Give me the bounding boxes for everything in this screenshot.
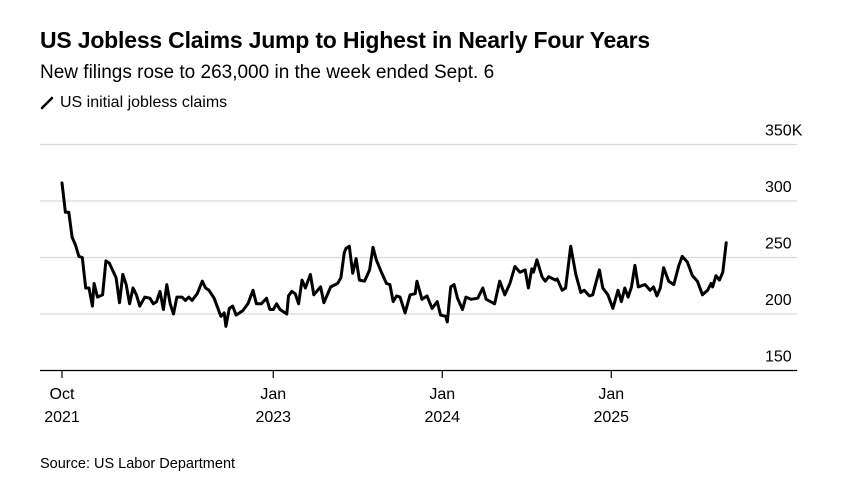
series-line-us-initial-jobless-claims xyxy=(60,181,728,328)
x-tick-label: 2025 xyxy=(593,409,629,426)
y-tick-label: 300 xyxy=(765,179,792,196)
y-tick-label: 250 xyxy=(765,236,792,253)
x-tick-label: 2023 xyxy=(255,409,291,426)
line-slash-icon xyxy=(40,96,54,110)
x-tick-label: Jan xyxy=(260,386,286,403)
x-tick-label: Jan xyxy=(598,386,624,403)
x-tick-label: Oct xyxy=(50,386,75,403)
y-tick-label: 150 xyxy=(765,349,792,366)
legend-label: US initial jobless claims xyxy=(60,94,228,111)
source-note: Source: US Labor Department xyxy=(40,456,236,472)
x-tick-label: Jan xyxy=(429,386,455,403)
x-tick-label: 2021 xyxy=(44,409,80,426)
y-tick-label: 200 xyxy=(765,292,792,309)
chart-subtitle: New filings rose to 263,000 in the week … xyxy=(40,62,495,83)
chart-title: US Jobless Claims Jump to Highest in Nea… xyxy=(40,27,650,53)
x-tick-label: 2024 xyxy=(424,409,460,426)
legend: US initial jobless claims xyxy=(40,94,227,112)
y-tick-label: 350K xyxy=(765,123,803,140)
